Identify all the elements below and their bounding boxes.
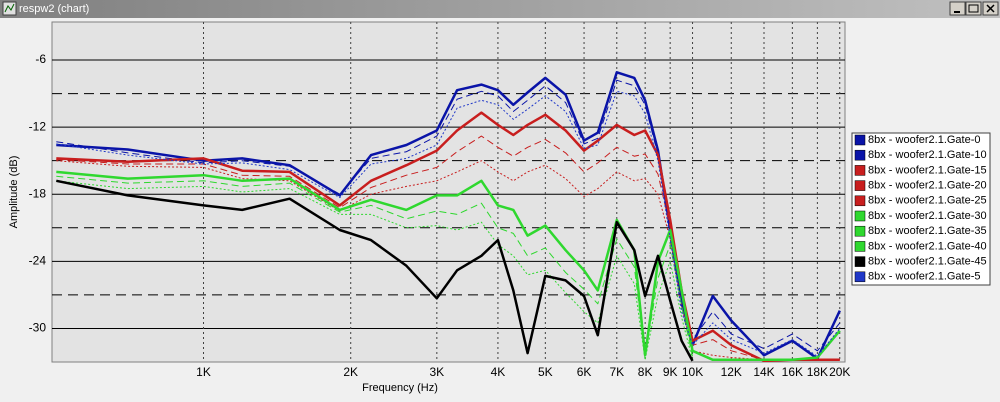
close-glyph — [986, 4, 995, 13]
x-tick-label: 7K — [609, 365, 624, 379]
x-tick-label: 1K — [196, 365, 211, 379]
legend-swatch — [854, 256, 866, 267]
series-line — [56, 90, 841, 357]
x-tick-label: 10K — [682, 365, 703, 379]
x-tick-label: 3K — [429, 365, 444, 379]
x-tick-label: 8K — [638, 365, 653, 379]
series-line — [56, 111, 840, 362]
x-tick-label: 16K — [782, 365, 803, 379]
x-tick-label: 5K — [538, 365, 553, 379]
y-tick-label: -6 — [35, 52, 46, 66]
legend-swatch — [854, 195, 866, 207]
x-tick-label: 14K — [753, 365, 774, 379]
y-tick-label: -30 — [29, 321, 47, 335]
legend-swatch — [854, 149, 866, 161]
series-line — [56, 135, 840, 361]
legend-label: 8bx - woofer2.1.Gate-20 — [868, 180, 987, 192]
maximize-button[interactable] — [965, 1, 982, 16]
y-axis-label: Amplitude (dB) — [8, 156, 20, 229]
x-tick-label: 12K — [721, 365, 742, 379]
x-tick-label: 20K — [829, 365, 850, 379]
title-bar — [0, 0, 1000, 18]
window-icon-glyph — [4, 3, 15, 13]
legend-label: 8bx - woofer2.1.Gate-5 — [868, 271, 981, 283]
x-tick-label: 9K — [663, 365, 678, 379]
series-line — [56, 71, 841, 360]
series-line — [56, 170, 841, 362]
window-buttons — [949, 1, 999, 16]
y-tick-label: -18 — [29, 186, 47, 200]
legend-swatch — [854, 180, 866, 191]
ticks: -6 -12 -18 -24 -30 1K 2K 3K 4K 5K 6K 7K 8K 9K 10K 12K 14… — [29, 52, 851, 379]
x-tick-label: 2K — [343, 365, 358, 379]
legend-swatch — [854, 134, 866, 146]
y-tick-label: -24 — [29, 254, 47, 268]
legend-swatch — [854, 241, 866, 252]
series-line — [56, 175, 693, 357]
x-tick-label: 4K — [491, 365, 506, 379]
legend-label: 8bx - woofer2.1.Gate-15 — [868, 164, 987, 176]
y-tick-label: -12 — [29, 119, 47, 133]
legend-entries: 8bx - woofer2.1.Gate-0 8bx - woofer2.1.Ga… — [854, 134, 987, 283]
series-lines — [56, 71, 841, 362]
legend-swatch — [854, 225, 866, 237]
legend-label: 8bx - woofer2.1.Gate-0 — [868, 134, 981, 146]
legend-label: 8bx - woofer2.1.Gate-45 — [868, 256, 987, 268]
x-tick-label: 18K — [807, 365, 828, 379]
legend-swatch — [854, 271, 866, 283]
legend-label: 8bx - woofer2.1.Gate-10 — [868, 149, 987, 161]
plot-area — [51, 21, 846, 363]
minimize-button[interactable] — [949, 1, 966, 16]
x-axis-label: Frequency (Hz) — [362, 382, 438, 394]
legend-label: 8bx - woofer2.1.Gate-40 — [868, 240, 987, 252]
series-line — [56, 79, 841, 352]
maximize-glyph — [968, 4, 979, 13]
legend — [851, 132, 991, 286]
series-line — [56, 179, 694, 362]
x-tick-label: 6K — [577, 365, 592, 379]
legend-swatch — [854, 165, 866, 176]
legend-swatch — [854, 210, 866, 222]
window-title: respw2 (chart) — [19, 3, 89, 15]
legend-label: 8bx - woofer2.1.Gate-35 — [868, 225, 987, 237]
legend-label: 8bx - woofer2.1.Gate-25 — [868, 195, 987, 207]
legend-label: 8bx - woofer2.1.Gate-30 — [868, 210, 987, 222]
